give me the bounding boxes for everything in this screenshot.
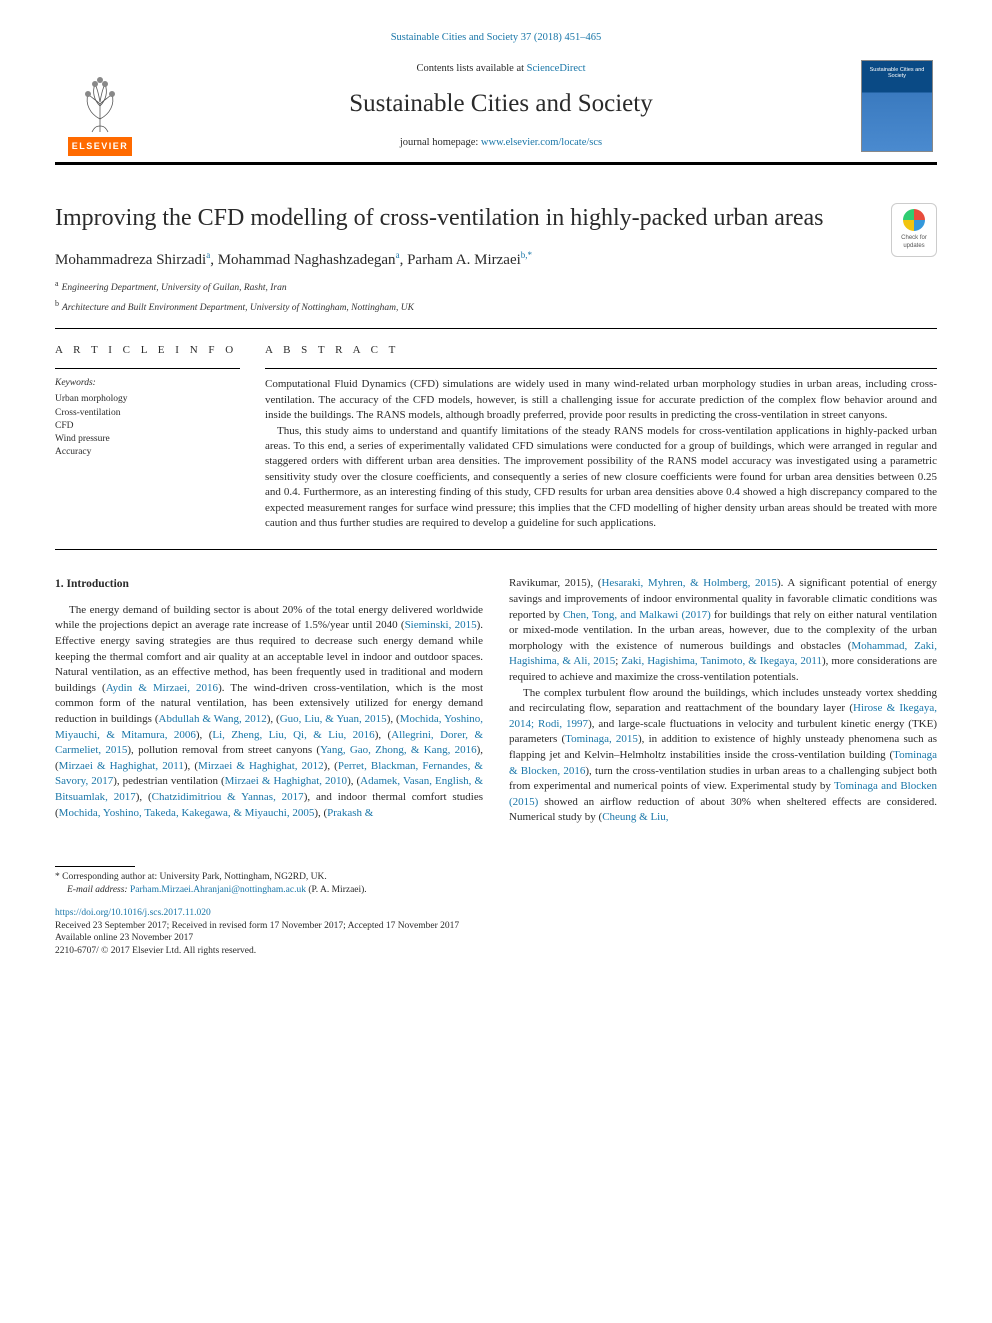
doi-link[interactable]: https://doi.org/10.1016/j.scs.2017.11.02… (55, 908, 211, 918)
cite-link[interactable]: Hesaraki, Myhren, & Holmberg, 2015 (601, 577, 777, 589)
cite-link[interactable]: Li, Zheng, Liu, Qi, & Liu, 2016 (212, 729, 374, 741)
footnotes: * Corresponding author at: University Pa… (55, 871, 937, 897)
running-head: Sustainable Cities and Society 37 (2018)… (55, 30, 937, 45)
citation-link[interactable]: Sustainable Cities and Society 37 (2018)… (391, 32, 602, 43)
cite-link[interactable]: Chatzidimitriou & Yannas, 2017 (152, 791, 304, 803)
cite-link[interactable]: Yang, Gao, Zhong, & Kang, 2016 (320, 744, 477, 756)
keyword: Accuracy (55, 446, 240, 459)
cite-link[interactable]: Tominaga & Blocken, 2016 (509, 749, 937, 777)
contents-available: Contents lists available at ScienceDirec… (145, 61, 857, 76)
section-heading: 1. Introduction (55, 576, 483, 592)
cite-link[interactable]: Mochida, Yoshino, Takeda, Kakegawa, & Mi… (59, 807, 315, 819)
crossmark-icon (903, 209, 925, 231)
abstract-head: A B S T R A C T (265, 343, 937, 359)
footnote-rule (55, 866, 135, 867)
cite-link[interactable]: Cheung & Liu, (602, 811, 668, 823)
elsevier-wordmark: ELSEVIER (68, 137, 133, 156)
keyword: CFD (55, 420, 240, 433)
divider (265, 368, 937, 369)
divider (55, 328, 937, 329)
cite-link[interactable]: Sieminski, 2015 (405, 619, 477, 631)
article-info-head: A R T I C L E I N F O (55, 343, 240, 359)
cite-link[interactable]: Tominaga, 2015 (565, 733, 638, 745)
keyword: Urban morphology (55, 393, 240, 406)
journal-title: Sustainable Cities and Society (145, 86, 857, 122)
homepage-link[interactable]: www.elsevier.com/locate/scs (481, 137, 602, 148)
cite-link[interactable]: Mirzaei & Haghighat, 2010 (225, 775, 347, 787)
sciencedirect-link[interactable]: ScienceDirect (527, 63, 586, 74)
cite-link[interactable]: Tominaga and Blocken (2015) (509, 780, 937, 808)
body-paragraph: Ravikumar, 2015), (Hesaraki, Myhren, & H… (509, 576, 937, 685)
affiliation: bArchitecture and Built Environment Depa… (55, 298, 881, 316)
article-meta: https://doi.org/10.1016/j.scs.2017.11.02… (55, 907, 937, 958)
journal-masthead: ELSEVIER Contents lists available at Sci… (55, 55, 937, 165)
divider (55, 549, 937, 550)
cite-link[interactable]: Chen, Tong, and Malkawi (2017) (563, 609, 711, 621)
article-title: Improving the CFD modelling of cross-ven… (55, 203, 881, 233)
author: Mohammadreza Shirzadia (55, 252, 210, 268)
cite-link[interactable]: Abdullah & Wang, 2012 (159, 713, 267, 725)
cover-title: Sustainable Cities and Society (862, 67, 932, 79)
author-list: Mohammadreza Shirzadia, Mohammad Naghash… (55, 249, 881, 272)
author: Parham A. Mirzaeib,* (407, 252, 532, 268)
keyword: Wind pressure (55, 433, 240, 446)
email-link[interactable]: Parham.Mirzaei.Ahranjani@nottingham.ac.u… (130, 885, 306, 895)
abstract-text: Computational Fluid Dynamics (CFD) simul… (265, 377, 937, 531)
journal-cover: Sustainable Cities and Society (857, 55, 937, 156)
elsevier-tree-icon (65, 72, 135, 137)
journal-homepage: journal homepage: www.elsevier.com/locat… (145, 135, 857, 150)
cite-link[interactable]: Hirose & Ikegaya, 2014; Rodi, 1997 (509, 702, 937, 730)
cite-link[interactable]: Mirzaei & Haghighat, 2011 (59, 760, 184, 772)
cite-link[interactable]: Aydin & Mirzaei, 2016 (106, 682, 218, 694)
publisher-logo: ELSEVIER (55, 55, 145, 156)
cite-link[interactable]: Guo, Liu, & Yuan, 2015 (280, 713, 387, 725)
cite-link[interactable]: Zaki, Hagishima, Tanimoto, & Ikegaya, 20… (621, 655, 822, 667)
article-body: 1. Introduction The energy demand of bui… (55, 576, 937, 826)
body-paragraph: The energy demand of building sector is … (55, 603, 483, 822)
keyword: Cross-ventilation (55, 407, 240, 420)
crossmark-badge[interactable]: Check for updates (891, 203, 937, 257)
body-paragraph: The complex turbulent flow around the bu… (509, 686, 937, 826)
divider (55, 368, 240, 369)
cite-link[interactable]: Mirzaei & Haghighat, 2012 (198, 760, 324, 772)
author: Mohammad Naghashzadegana (218, 252, 400, 268)
keywords-head: Keywords: (55, 377, 240, 391)
affiliation: aEngineering Department, University of G… (55, 278, 881, 296)
cite-link[interactable]: Prakash & (327, 807, 373, 819)
crossmark-label: Check for updates (892, 234, 936, 251)
